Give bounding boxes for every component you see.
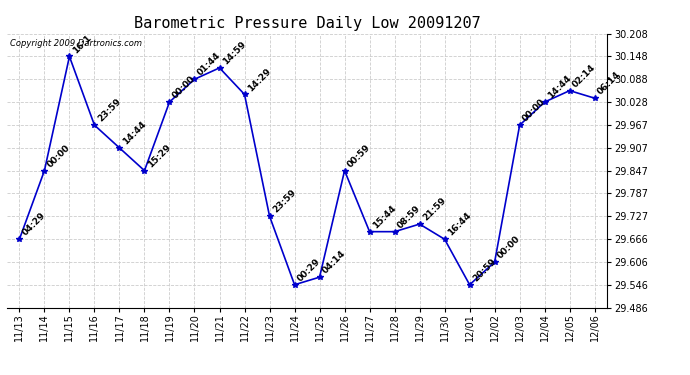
Text: 00:29: 00:29 bbox=[296, 257, 322, 284]
Text: 16:44: 16:44 bbox=[446, 211, 473, 238]
Text: 01:44: 01:44 bbox=[196, 51, 223, 78]
Text: 04:29: 04:29 bbox=[21, 211, 48, 238]
Text: 04:14: 04:14 bbox=[321, 249, 348, 276]
Text: 00:00: 00:00 bbox=[171, 74, 197, 100]
Text: 23:59: 23:59 bbox=[271, 188, 297, 215]
Text: 15:29: 15:29 bbox=[146, 142, 172, 169]
Text: 14:59: 14:59 bbox=[221, 40, 248, 66]
Text: 15:44: 15:44 bbox=[371, 204, 397, 230]
Text: 08:59: 08:59 bbox=[396, 204, 422, 230]
Text: 02:14: 02:14 bbox=[571, 63, 598, 89]
Title: Barometric Pressure Daily Low 20091207: Barometric Pressure Daily Low 20091207 bbox=[134, 16, 480, 31]
Text: 16:1: 16:1 bbox=[71, 33, 93, 55]
Text: Copyright 2009 Dartronics.com: Copyright 2009 Dartronics.com bbox=[10, 39, 142, 48]
Text: 00:59: 00:59 bbox=[346, 143, 373, 169]
Text: 14:29: 14:29 bbox=[246, 66, 273, 93]
Text: 00:00: 00:00 bbox=[521, 98, 547, 124]
Text: 21:59: 21:59 bbox=[421, 196, 448, 223]
Text: 00:00: 00:00 bbox=[496, 234, 522, 261]
Text: 00:00: 00:00 bbox=[46, 143, 72, 169]
Text: 23:59: 23:59 bbox=[96, 97, 123, 124]
Text: 14:44: 14:44 bbox=[121, 120, 148, 147]
Text: 20:59: 20:59 bbox=[471, 257, 497, 284]
Text: 06:14: 06:14 bbox=[596, 70, 622, 97]
Text: 14:44: 14:44 bbox=[546, 74, 573, 100]
